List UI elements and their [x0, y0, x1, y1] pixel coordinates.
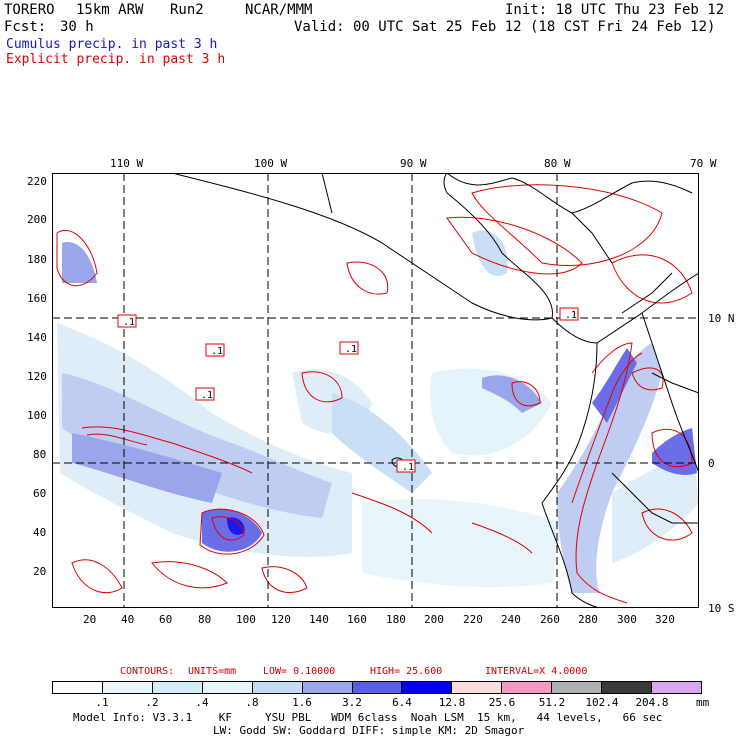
contour-label-box: .1 — [396, 459, 416, 473]
lat-lon-grid — [52, 173, 699, 608]
x-tick-label: 140 — [309, 613, 329, 626]
lat-label: 10 N — [708, 312, 735, 325]
y-tick-label: 220 — [27, 175, 47, 188]
contour-label-text: .1 — [345, 344, 357, 355]
contour-label-box: .1 — [117, 314, 137, 328]
colorbar-label: 6.4 — [392, 696, 412, 709]
colorbar-swatch — [53, 682, 103, 693]
colorbar-swatch — [152, 682, 203, 693]
colorbar-swatch — [652, 682, 701, 693]
colorbar-swatch — [352, 682, 403, 693]
colorbar-unit: mm — [696, 696, 710, 709]
cumulus-legend: Cumulus precip. in past 3 h — [6, 37, 218, 52]
contour-label-box: .1 — [559, 307, 579, 321]
lat-label: 10 S — [708, 602, 735, 615]
lon-label: 90 W — [400, 157, 427, 170]
colorbar-swatch — [552, 682, 603, 693]
y-tick-label: 40 — [33, 526, 47, 539]
x-tick-label: 320 — [655, 613, 675, 626]
x-tick-label: 260 — [540, 613, 560, 626]
lon-label: 80 W — [544, 157, 571, 170]
y-tick-label: 200 — [27, 213, 47, 226]
init-time: Init: 18 UTC Thu 23 Feb 12 — [505, 2, 725, 18]
colorbar-swatch — [602, 682, 653, 693]
x-tick-label: 300 — [617, 613, 637, 626]
model-resolution: 15km ARW — [76, 2, 144, 18]
lon-label: 110 W — [110, 157, 144, 170]
valid-time: Valid: 00 UTC Sat 25 Feb 12 (18 CST Fri … — [294, 19, 716, 35]
contour-label-box: .1 — [205, 343, 225, 357]
y-tick-label: 180 — [27, 253, 47, 266]
explicit-precip-contours — [56, 184, 693, 604]
contour-interval: INTERVAL=X 4.0000 — [485, 666, 588, 677]
colorbar-label: 51.2 — [538, 696, 566, 709]
colorbar-label: .8 — [245, 696, 259, 709]
x-tick-label: 40 — [121, 613, 135, 626]
contour-label-text: .1 — [201, 390, 213, 401]
colorbar-label: 1.6 — [292, 696, 312, 709]
colorbar-label: 102.4 — [585, 696, 619, 709]
contour-label: CONTOURS: — [120, 666, 175, 677]
colorbar-swatch — [502, 682, 553, 693]
contour-label-box: .1 — [339, 341, 359, 355]
model-physics: LW: Godd SW: Goddard DIFF: simple KM: 2D… — [213, 724, 525, 737]
colorbar-swatch — [202, 682, 253, 693]
contour-label-text: .1 — [565, 310, 577, 321]
colorbar-label: 204.8 — [635, 696, 669, 709]
run-label: Run2 — [170, 2, 204, 18]
colorbar-swatch — [452, 682, 503, 693]
contour-high: HIGH= 25.600 — [370, 666, 443, 677]
organization: NCAR/MMM — [245, 2, 313, 18]
x-tick-label: 20 — [83, 613, 97, 626]
contour-units: UNITS=mm — [188, 666, 237, 677]
x-tick-label: 200 — [424, 613, 444, 626]
colorbar-label: 25.6 — [488, 696, 516, 709]
lat-label: 0 — [708, 457, 715, 470]
lon-label: 100 W — [254, 157, 288, 170]
colorbar-label: .4 — [195, 696, 209, 709]
explicit-legend: Explicit precip. in past 3 h — [6, 52, 226, 67]
colorbar-swatch — [302, 682, 353, 693]
y-tick-label: 140 — [27, 331, 47, 344]
colorbar-swatch — [252, 682, 303, 693]
x-tick-label: 220 — [463, 613, 483, 626]
precipitation-map: .1 .1 .1 .1 .1 .1 — [52, 173, 699, 608]
x-tick-label: 100 — [236, 613, 256, 626]
y-tick-label: 100 — [27, 409, 47, 422]
colorbar-label: 12.8 — [438, 696, 466, 709]
colorbar-label: .1 — [95, 696, 109, 709]
y-tick-label: 120 — [27, 370, 47, 383]
y-tick-label: 20 — [33, 565, 47, 578]
x-tick-label: 60 — [159, 613, 173, 626]
lon-label: 70 W — [690, 157, 717, 170]
colorbar-label: 3.2 — [342, 696, 362, 709]
model-name: TORERO — [4, 2, 55, 18]
x-tick-label: 120 — [271, 613, 291, 626]
contour-low: LOW= 0.10000 — [263, 666, 336, 677]
x-tick-label: 280 — [578, 613, 598, 626]
y-tick-label: 60 — [33, 487, 47, 500]
coastlines — [171, 173, 699, 608]
x-tick-label: 180 — [386, 613, 406, 626]
colorbar-swatch — [402, 682, 453, 693]
contour-label-text: .1 — [402, 462, 414, 473]
contour-label-text: .1 — [211, 346, 223, 357]
contour-labels: .1 .1 .1 .1 .1 .1 — [117, 307, 579, 473]
y-tick-label: 80 — [33, 448, 47, 461]
forecast-hours: 30 h — [60, 19, 94, 35]
precip-colorbar — [52, 681, 702, 694]
contour-label-box: .1 — [195, 387, 215, 401]
x-tick-label: 240 — [501, 613, 521, 626]
y-tick-label: 160 — [27, 292, 47, 305]
contour-label-text: .1 — [123, 317, 135, 328]
x-tick-label: 80 — [198, 613, 212, 626]
forecast-label: Fcst: — [4, 19, 47, 35]
model-info: Model Info: V3.3.1 KF YSU PBL WDM 6class… — [73, 711, 663, 724]
colorbar-label: .2 — [145, 696, 159, 709]
x-tick-label: 160 — [347, 613, 367, 626]
colorbar-swatch — [102, 682, 153, 693]
